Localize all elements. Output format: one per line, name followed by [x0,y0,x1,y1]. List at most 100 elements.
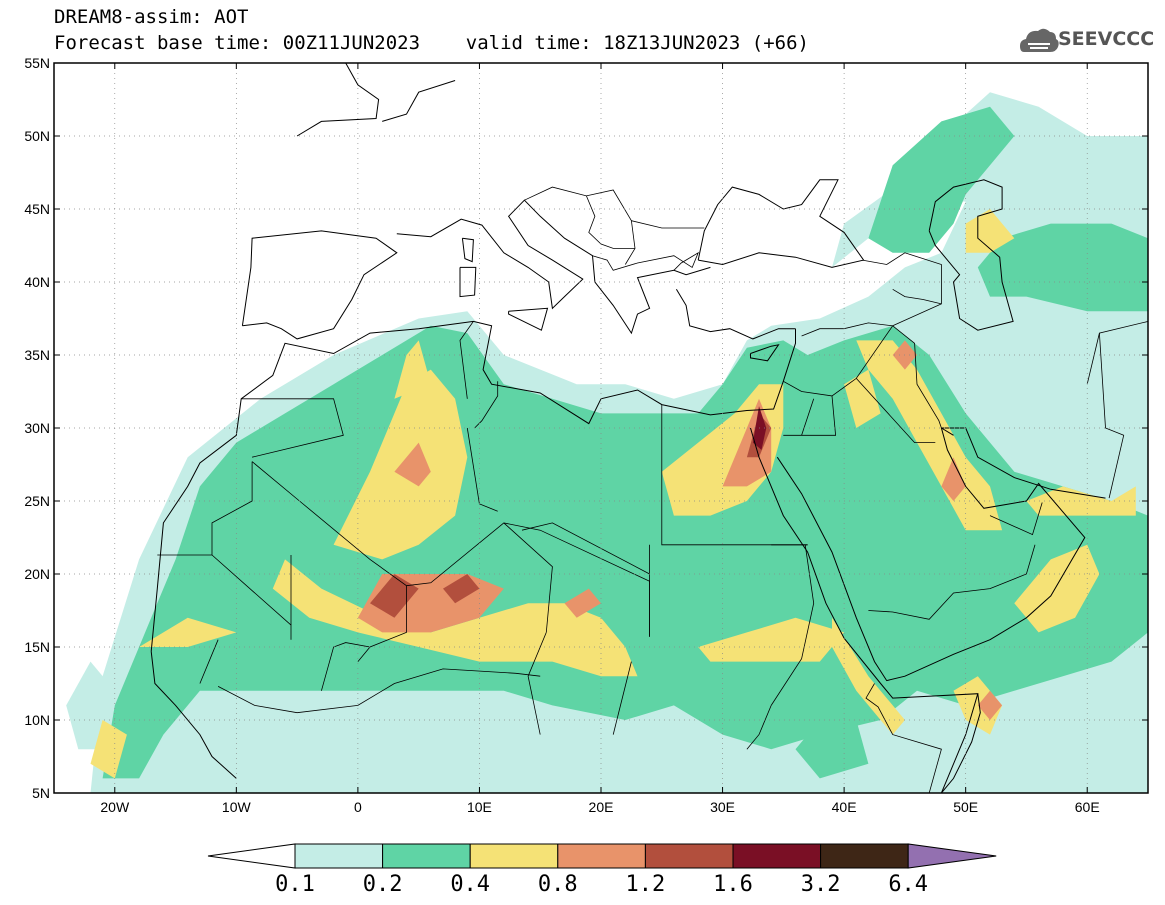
lat-tick-label: 5N [32,785,50,801]
aot-contour-region [832,617,905,735]
country-border [459,321,474,399]
country-border [862,252,942,327]
lat-tick-label: 10N [24,712,50,728]
colorbar-label: 0.8 [538,872,578,897]
country-border [241,398,344,458]
aot-contour-region [370,574,419,618]
coastline [296,63,380,137]
colorbar-box [732,843,822,869]
country-border [989,502,1043,536]
aot-contour-region [394,442,431,487]
aot-contour-region [564,588,601,618]
lat-tick-label: 15N [24,639,50,655]
cloud-icon [1020,28,1059,52]
aot-contour-region [1014,544,1100,633]
country-border [865,683,942,793]
country-border [586,195,635,249]
lat-tick-label: 35N [24,347,50,363]
colorbar-label: 3.2 [801,872,841,897]
coastline [941,693,981,793]
coastline [697,179,865,268]
coastline [776,427,1086,682]
lon-tick-label: 10E [467,799,492,815]
aot-contour-region [333,369,468,560]
country-border [856,378,936,444]
country-border [474,381,499,429]
colorbar-label: 0.2 [363,872,403,897]
coastline [941,427,954,436]
country-border [251,461,650,637]
lat-tick-label: 50N [24,128,50,144]
country-border [503,522,553,633]
colorbar-box [294,843,384,869]
aot-contour-region [977,690,1003,720]
logo-text: SEEVCCC [1058,28,1155,50]
country-border [746,705,772,750]
lon-tick-label: 30E [710,799,735,815]
country-border [157,461,253,556]
country-border [783,395,837,436]
aot-contour-region [394,340,431,399]
lon-tick-label: 60E [1075,799,1100,815]
aot-contour-region [844,369,881,428]
colorbar-box [469,843,559,869]
aot-contour-region [795,720,869,779]
lat-tick-label: 40N [24,274,50,290]
colorbar-label: 1.2 [626,872,666,897]
aot-contour-region [90,720,127,779]
coastline [150,651,237,779]
country-border [592,251,700,271]
gridlines [54,63,1148,793]
country-border [612,661,632,735]
lat-tick-label: 30N [24,420,50,436]
aot-contour-region [1026,486,1136,516]
map-title: DREAM8-assim: AOT [54,6,249,28]
aot-contour-region [977,223,1148,312]
lon-tick-label: 40E [832,799,857,815]
country-border [892,288,942,305]
colorbar-box [644,843,734,869]
colorbar-over-triangle [907,843,997,869]
country-border [217,668,541,714]
lon-tick-label: 20E [589,799,614,815]
coastline [750,344,780,362]
aot-contour-region [272,559,638,677]
forecast-time-subtitle: Forecast base time: 00Z11JUN2023 valid t… [54,32,809,54]
colorbar-under-triangle [207,843,296,869]
country-border [801,398,815,436]
lon-tick-label: 0 [354,799,362,815]
country-border [868,544,1036,620]
country-border [199,639,219,684]
colorbar-box [382,843,471,869]
lat-tick-label: 55N [24,55,50,71]
lon-tick-label: 10W [222,799,252,815]
lon-tick-label: 50E [953,799,978,815]
coastline [396,199,711,335]
aot-contour-region [698,617,845,662]
axis-ticks: 20W 10W 0 10E 20E 30E 40E 50E 60E 55N 50N 45N 40N 35N… [24,55,1148,815]
aot-contour-region [443,574,480,604]
colorbar-label: 6.4 [888,872,928,897]
coastline [508,307,549,331]
coastline [241,230,398,340]
country-border [357,585,407,662]
coastline [150,320,796,652]
aot-contour-region [856,340,1003,531]
lat-tick-label: 45N [24,201,50,217]
country-border [521,522,650,575]
country-border [892,325,942,429]
coastline [461,237,474,263]
country-border [1099,333,1125,499]
aot-contour-region [868,106,1015,253]
aot-contour-region [102,325,1148,779]
coastline [675,289,796,340]
country-border [321,642,371,691]
lon-tick-label: 20W [100,799,130,815]
country-border [527,632,547,735]
colorbar-box [557,843,646,869]
coastline [928,179,1014,331]
colorbar-label: 0.4 [450,872,490,897]
coastline [459,266,477,298]
aot-field-layer [66,92,1148,793]
